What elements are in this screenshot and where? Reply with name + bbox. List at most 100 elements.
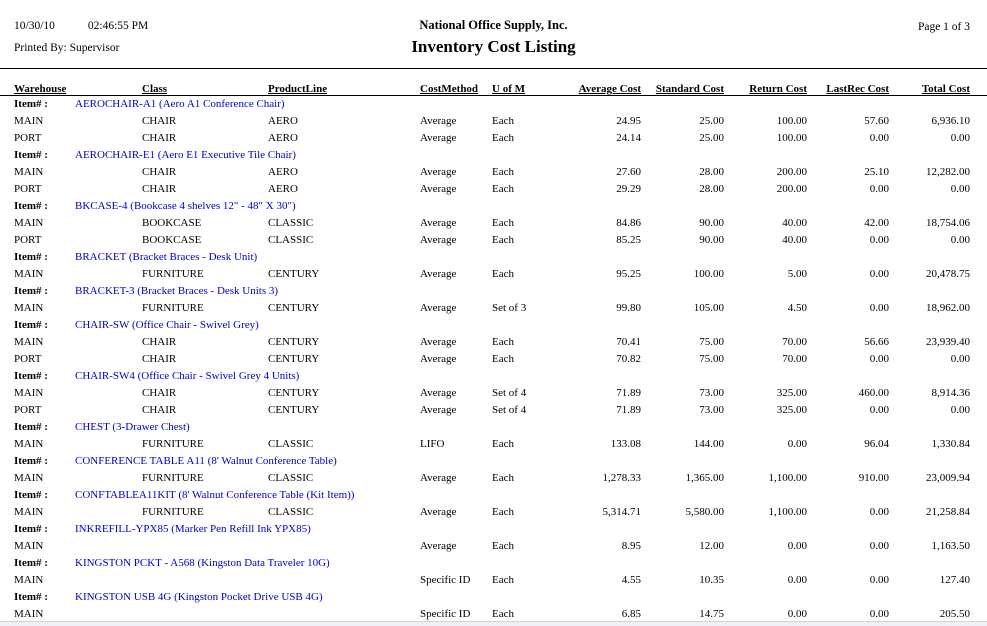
cell-costmethod: Average bbox=[420, 404, 457, 416]
cell-warehouse: MAIN bbox=[14, 166, 44, 178]
cell-warehouse: PORT bbox=[14, 353, 42, 365]
cell-return-cost: 1,100.00 bbox=[768, 506, 808, 518]
report-title: Inventory Cost Listing bbox=[411, 37, 576, 56]
cell-costmethod: Average bbox=[420, 506, 457, 518]
cell-return-cost: 0.00 bbox=[787, 438, 807, 450]
cell-uofm: Each bbox=[492, 353, 514, 365]
cell-lastrec-cost: 0.00 bbox=[869, 353, 889, 365]
cell-uofm: Each bbox=[492, 132, 514, 144]
item-description-link[interactable]: CHAIR-SW4 (Office Chair - Swivel Grey 4 … bbox=[75, 370, 300, 382]
cell-costmethod: Specific ID bbox=[420, 574, 471, 586]
cell-return-cost: 5.00 bbox=[787, 268, 807, 280]
cell-warehouse: MAIN bbox=[14, 336, 44, 348]
cell-standard-cost: 14.75 bbox=[699, 608, 724, 620]
item-header-row: Item# : BRACKET-3 (Bracket Braces - Desk … bbox=[0, 283, 987, 300]
cell-standard-cost: 28.00 bbox=[699, 166, 724, 178]
col-header-return-cost: Return Cost bbox=[749, 83, 807, 95]
cell-total-cost: 23,939.40 bbox=[926, 336, 970, 348]
cell-total-cost: 23,009.94 bbox=[926, 472, 970, 484]
cell-class: FURNITURE bbox=[142, 506, 204, 518]
item-description-link[interactable]: BKCASE-4 (Bookcase 4 shelves 12" - 48" X… bbox=[75, 200, 296, 212]
cell-average-cost: 70.82 bbox=[616, 353, 641, 365]
cell-productline: CENTURY bbox=[268, 302, 320, 314]
cell-return-cost: 70.00 bbox=[782, 336, 807, 348]
cell-class: CHAIR bbox=[142, 166, 177, 178]
item-number-label: Item# : bbox=[14, 200, 48, 212]
cell-lastrec-cost: 42.00 bbox=[864, 217, 889, 229]
cell-productline bbox=[268, 572, 420, 589]
table-row: MAIN FURNITURE CLASSIC Average Each 5,314.71 5… bbox=[0, 504, 987, 521]
item-description-link[interactable]: CONFTABLEA11KIT (8' Walnut Conference Ta… bbox=[75, 489, 355, 501]
cell-average-cost: 95.25 bbox=[616, 268, 641, 280]
cell-standard-cost: 28.00 bbox=[699, 183, 724, 195]
cell-warehouse: PORT bbox=[14, 404, 42, 416]
header-center-block: National Office Supply, Inc. Inventory C… bbox=[200, 17, 787, 59]
cell-costmethod: Average bbox=[420, 183, 457, 195]
item-number-label: Item# : bbox=[14, 98, 48, 110]
item-description-link[interactable]: AEROCHAIR-A1 (Aero A1 Conference Chair) bbox=[75, 98, 285, 110]
cell-class: CHAIR bbox=[142, 115, 177, 127]
table-row: MAIN CHAIR AERO Average Each 24.95 25.00 100.00… bbox=[0, 113, 987, 130]
cell-class: BOOKCASE bbox=[142, 217, 202, 229]
item-description-link[interactable]: BRACKET-3 (Bracket Braces - Desk Units 3… bbox=[75, 285, 279, 297]
cell-total-cost: 1,163.50 bbox=[931, 540, 971, 552]
cell-total-cost: 18,754.06 bbox=[926, 217, 970, 229]
item-header-row: Item# : CONFTABLEA11KIT (8' Walnut Confer… bbox=[0, 487, 987, 504]
cell-warehouse: MAIN bbox=[14, 506, 44, 518]
item-description-link[interactable]: CHAIR-SW (Office Chair - Swivel Grey) bbox=[75, 319, 259, 331]
item-description-link[interactable]: KINGSTON USB 4G (Kingston Pocket Drive U… bbox=[75, 591, 323, 603]
table-row: MAIN Specific ID Each 4.55 10.35 0.00 0.00 127.… bbox=[0, 572, 987, 589]
table-row: MAIN CHAIR CENTURY Average Set of 4 71.89 73.0… bbox=[0, 385, 987, 402]
cell-lastrec-cost: 0.00 bbox=[869, 302, 889, 314]
page-number: Page 1 of 3 bbox=[917, 21, 970, 33]
cell-productline: CENTURY bbox=[268, 268, 320, 280]
item-number-label: Item# : bbox=[14, 251, 48, 263]
cell-return-cost: 200.00 bbox=[776, 183, 807, 195]
cell-class: CHAIR bbox=[142, 404, 177, 416]
cell-total-cost: 0.00 bbox=[950, 234, 970, 246]
item-description-link[interactable]: CONFERENCE TABLE A11 (8' Walnut Conferen… bbox=[75, 455, 337, 467]
cell-lastrec-cost: 0.00 bbox=[869, 268, 889, 280]
item-number-label: Item# : bbox=[14, 370, 48, 382]
cell-warehouse: MAIN bbox=[14, 115, 44, 127]
cell-total-cost: 18,962.00 bbox=[926, 302, 970, 314]
item-header-row: Item# : AEROCHAIR-A1 (Aero A1 Conference … bbox=[0, 96, 987, 113]
cell-lastrec-cost: 57.60 bbox=[864, 115, 889, 127]
col-header-total-cost: Total Cost bbox=[921, 83, 970, 95]
cell-warehouse: MAIN bbox=[14, 217, 44, 229]
table-row: PORT CHAIR CENTURY Average Set of 4 71.89 73.0… bbox=[0, 402, 987, 419]
item-number-label: Item# : bbox=[14, 421, 48, 433]
cell-costmethod: Average bbox=[420, 132, 457, 144]
cell-uofm: Each bbox=[492, 336, 514, 348]
company-name: National Office Supply, Inc. bbox=[419, 18, 568, 32]
table-row: PORT CHAIR CENTURY Average Each 70.82 75.00 70.… bbox=[0, 351, 987, 368]
item-number-label: Item# : bbox=[14, 591, 48, 603]
cell-return-cost: 70.00 bbox=[782, 353, 807, 365]
item-description-link[interactable]: AEROCHAIR-E1 (Aero E1 Executive Tile Cha… bbox=[75, 149, 296, 161]
cell-uofm: Each bbox=[492, 217, 514, 229]
item-header-row: Item# : BRACKET (Bracket Braces - Desk Un… bbox=[0, 249, 987, 266]
cell-lastrec-cost: 460.00 bbox=[858, 387, 889, 399]
item-description-link[interactable]: KINGSTON PCKT - A568 (Kingston Data Trav… bbox=[75, 557, 330, 569]
item-description-link[interactable]: INKREFILL-YPX85 (Marker Pen Refill Ink Y… bbox=[75, 523, 311, 535]
cell-lastrec-cost: 0.00 bbox=[869, 540, 889, 552]
cell-lastrec-cost: 910.00 bbox=[858, 472, 889, 484]
item-description-link[interactable]: BRACKET (Bracket Braces - Desk Unit) bbox=[75, 251, 258, 263]
cell-return-cost: 100.00 bbox=[776, 132, 807, 144]
cell-lastrec-cost: 0.00 bbox=[869, 608, 889, 620]
cell-lastrec-cost: 96.04 bbox=[864, 438, 889, 450]
item-header-row: Item# : CHAIR-SW (Office Chair - Swivel G… bbox=[0, 317, 987, 334]
cell-return-cost: 1,100.00 bbox=[768, 472, 808, 484]
item-number-label: Item# : bbox=[14, 489, 48, 501]
cell-warehouse: MAIN bbox=[14, 268, 44, 280]
cell-standard-cost: 25.00 bbox=[699, 132, 724, 144]
cell-uofm: Each bbox=[492, 438, 514, 450]
cell-standard-cost: 1,365.00 bbox=[685, 472, 725, 484]
item-description-link[interactable]: CHEST (3-Drawer Chest) bbox=[75, 421, 190, 433]
cell-total-cost: 1,330.84 bbox=[931, 438, 971, 450]
cell-average-cost: 5,314.71 bbox=[602, 506, 642, 518]
cell-average-cost: 71.89 bbox=[616, 387, 641, 399]
cell-lastrec-cost: 0.00 bbox=[869, 506, 889, 518]
printed-by: Printed By: Supervisor bbox=[14, 42, 120, 54]
